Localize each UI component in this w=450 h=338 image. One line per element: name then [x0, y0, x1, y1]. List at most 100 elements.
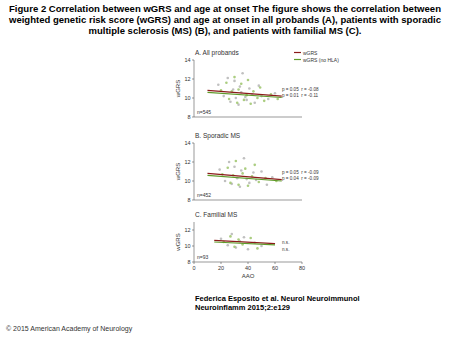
point: [225, 82, 228, 85]
point: [249, 102, 252, 105]
point: [224, 180, 227, 183]
x-tick: [221, 262, 222, 264]
point: [274, 92, 277, 95]
point: [241, 172, 244, 175]
point: [247, 79, 250, 82]
data-group: [214, 233, 275, 251]
point: [231, 233, 234, 236]
stat-annotation: p = 0.01 r = -0.11: [282, 93, 319, 98]
figure-title: multiple sclerosis (MS) (B), and patient…: [89, 25, 362, 36]
y-tick-label: 8: [187, 259, 190, 265]
point: [241, 72, 244, 75]
stat-annotation: n.s.: [282, 240, 289, 245]
point: [220, 238, 223, 241]
y-axis: [194, 60, 195, 117]
y-axis: [194, 222, 195, 262]
data-group: [208, 157, 282, 188]
y-tick: [192, 143, 194, 144]
x-tick: [275, 262, 276, 264]
point: [243, 236, 246, 239]
point: [222, 95, 225, 98]
x-tick-label: 0: [192, 265, 195, 271]
x-tick-label: 20: [218, 265, 224, 271]
panel: A. All probands8101214wGRSn=545p = 0.05 …: [175, 49, 339, 120]
point: [243, 157, 246, 160]
point: [260, 245, 263, 248]
point: [229, 101, 232, 104]
y-tick: [192, 162, 194, 163]
point: [229, 182, 232, 185]
y-tick: [192, 79, 194, 80]
x-tick-label: 80: [299, 265, 305, 271]
y-tick: [192, 230, 194, 231]
y-tick-label: 8: [187, 197, 190, 203]
y-tick: [192, 200, 194, 201]
panel-title: A. All probands: [195, 49, 239, 57]
y-tick-label: 12: [184, 227, 190, 233]
y-tick: [192, 246, 194, 247]
point: [218, 168, 221, 171]
fit-line: [208, 92, 282, 97]
legend-label: wGRS: [303, 50, 318, 56]
x-axis: [194, 200, 302, 201]
y-axis-label: wGRS: [175, 80, 181, 98]
point: [266, 184, 269, 187]
y-tick: [192, 181, 194, 182]
y-tick-label: 14: [184, 140, 190, 146]
legend-swatch: [294, 59, 301, 60]
point: [259, 86, 262, 89]
point: [247, 248, 250, 251]
point: [276, 98, 279, 101]
point: [256, 97, 259, 100]
point: [244, 167, 247, 170]
y-axis-label: wGRS: [175, 163, 181, 181]
x-tick: [248, 262, 249, 264]
y-tick: [192, 98, 194, 99]
point: [253, 164, 256, 167]
fit-line: [208, 175, 282, 181]
point: [226, 244, 229, 247]
point: [233, 76, 236, 79]
y-tick: [192, 117, 194, 118]
point: [248, 182, 251, 185]
stat-annotation: p = 0.05 r = -0.08: [282, 87, 319, 92]
figure-title: Figure 2 Correlation between wGRS and ag…: [9, 3, 441, 14]
citation: Neuroinflamm 2015;2:e129: [195, 303, 290, 312]
sample-size: n=545: [197, 109, 211, 115]
point: [226, 166, 229, 169]
point: [235, 97, 238, 100]
point: [233, 80, 236, 83]
x-tick: [194, 262, 195, 264]
point: [256, 247, 259, 250]
x-tick-label: 60: [272, 265, 278, 271]
panel-title: C. Familial MS: [195, 211, 238, 218]
point: [226, 77, 229, 80]
point: [236, 101, 239, 104]
point: [258, 181, 261, 184]
point: [228, 98, 231, 101]
sample-size: n=452: [197, 192, 211, 198]
figure: Figure 2 Correlation between wGRS and ag…: [0, 0, 450, 338]
point: [267, 98, 270, 101]
x-axis-label: AAO: [242, 273, 255, 279]
stat-annotation: p = 0.05 r = -0.09: [282, 170, 319, 175]
point: [235, 160, 238, 163]
point: [271, 176, 274, 179]
y-tick-label: 12: [184, 159, 190, 165]
stat-annotation: p = 0.04 r = -0.09: [282, 176, 319, 181]
y-tick-label: 10: [184, 178, 190, 184]
point: [239, 85, 242, 88]
y-tick-label: 8: [187, 114, 190, 120]
y-tick: [192, 60, 194, 61]
point: [229, 235, 232, 238]
figure-title: weighted genetic risk score (wGRS) and a…: [8, 14, 441, 25]
point: [253, 101, 256, 104]
data-group: [208, 72, 282, 106]
legend-item: wGRS: [294, 50, 318, 56]
sample-size: n=93: [197, 254, 208, 260]
point: [240, 82, 243, 85]
legend-swatch: [294, 52, 301, 53]
x-tick-label: 40: [245, 265, 251, 271]
x-tick: [302, 262, 303, 264]
citation: Federica Esposito et al. Neurol Neuroimm…: [195, 294, 360, 303]
